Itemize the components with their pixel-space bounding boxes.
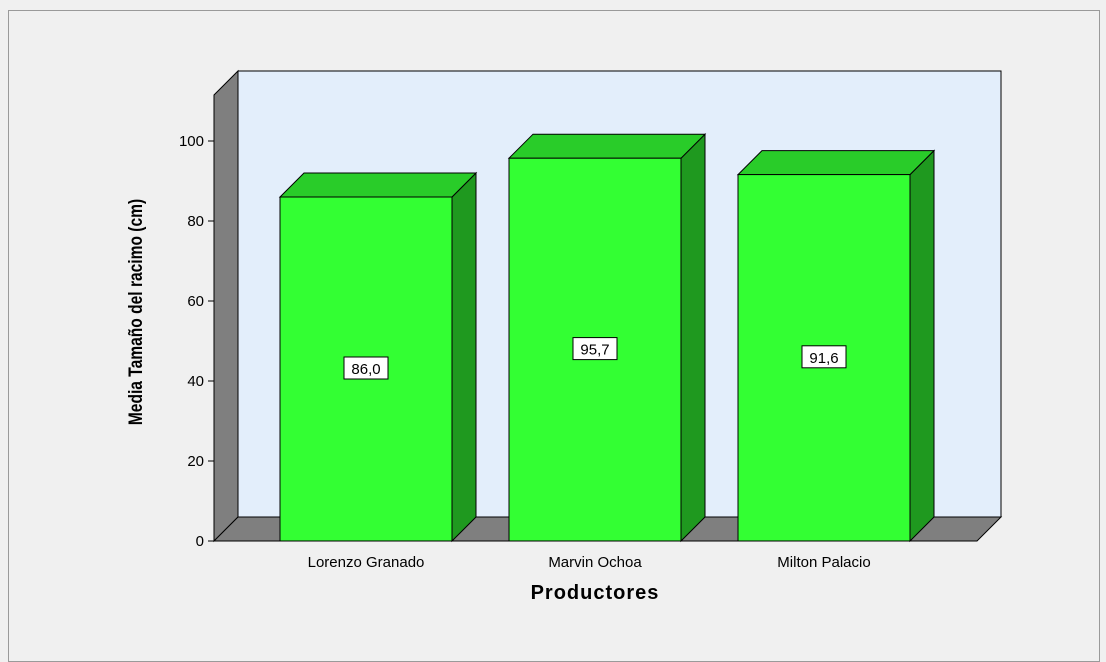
y-tick-label: 60: [187, 293, 204, 310]
bar-top-face: [738, 151, 934, 175]
bar-chart: 0 20 40 60 80 100 Lorenzo Granado Marvin Ochoa M…: [9, 11, 1101, 661]
y-tick-label: 20: [187, 453, 204, 470]
bar-side-face: [452, 173, 476, 541]
x-tick-label: Marvin Ochoa: [548, 554, 642, 571]
data-label: 95,7: [580, 342, 609, 359]
data-label: 91,6: [809, 350, 838, 367]
x-tick-label: Lorenzo Granado: [308, 554, 425, 571]
bar-side-face: [910, 151, 934, 541]
x-tick-label: Milton Palacio: [777, 554, 870, 571]
y-axis-title: Media Tamaño del racimo (cm): [125, 199, 147, 425]
x-axis-title: Productores: [531, 582, 660, 604]
bar-top-face: [509, 134, 705, 158]
chart-frame: 0 20 40 60 80 100 Lorenzo Granado Marvin Ochoa M…: [8, 10, 1100, 662]
bar: 86,0: [280, 173, 476, 541]
y-tick-label: 40: [187, 373, 204, 390]
y-tick-label: 0: [196, 533, 204, 550]
data-label: 86,0: [351, 361, 380, 378]
bar-top-face: [280, 173, 476, 197]
bar: 95,7: [509, 134, 705, 541]
bar: 91,6: [738, 151, 934, 541]
bars: 86,0 95,7 91,6: [280, 134, 934, 541]
bar-side-face: [681, 134, 705, 541]
plot-left-wall: [214, 71, 238, 541]
y-tick-label: 100: [179, 133, 204, 150]
y-tick-label: 80: [187, 213, 204, 230]
